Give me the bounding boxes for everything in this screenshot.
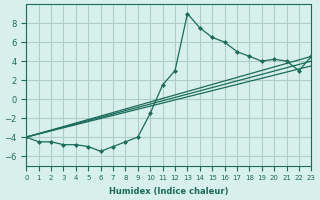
- X-axis label: Humidex (Indice chaleur): Humidex (Indice chaleur): [109, 187, 228, 196]
